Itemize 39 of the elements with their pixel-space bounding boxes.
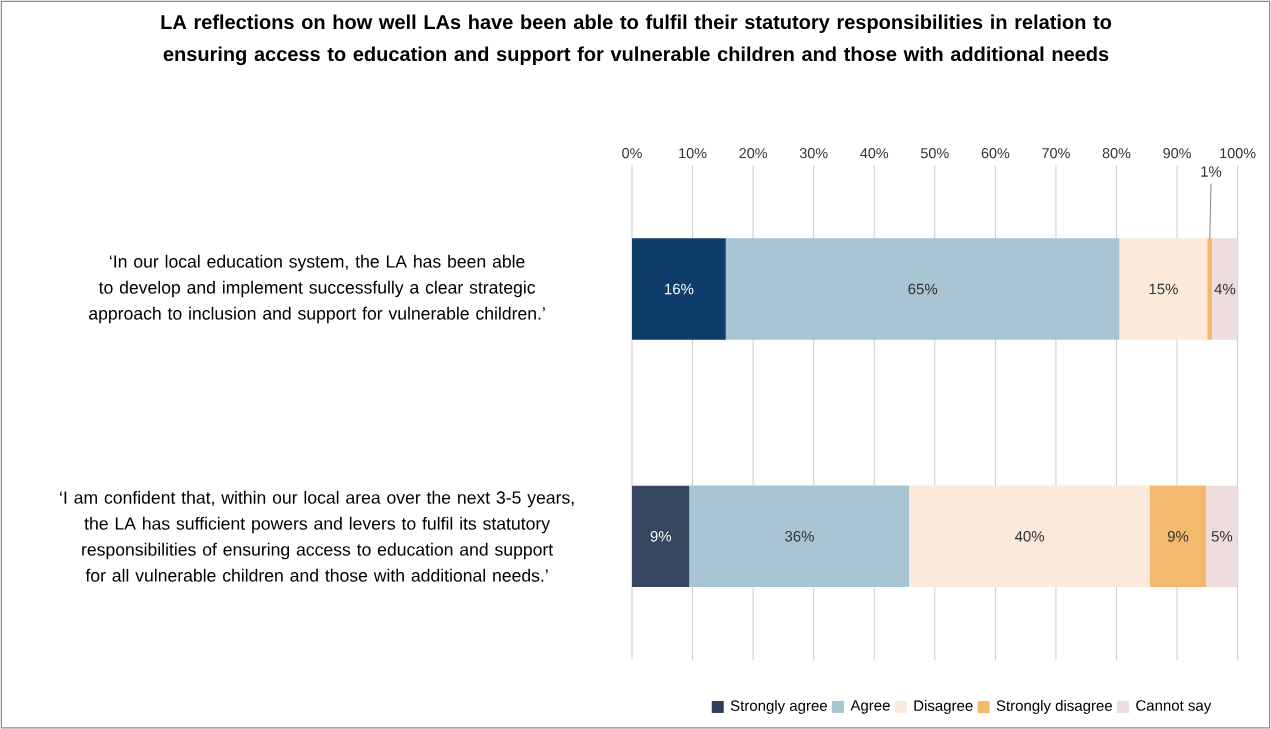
data-label: 36%	[785, 530, 814, 542]
x-tick-label: 60%	[981, 147, 1010, 159]
legend-label: Cannot say	[1136, 699, 1212, 714]
x-tick-label: 100%	[1220, 147, 1256, 159]
data-label: 5%	[1211, 530, 1233, 542]
bar	[689, 485, 910, 587]
x-tick-label: 10%	[679, 147, 707, 159]
legend-label: Strongly disagree	[996, 699, 1112, 714]
y-tick-label: ‘In our local education system, the LA has been able to develop and implement successfully a clear strategic approach to inclusion and support for vulnerable children.’	[89, 254, 545, 323]
bar	[725, 238, 1120, 340]
bar	[632, 485, 690, 587]
data-label: 65%	[908, 283, 938, 295]
bar	[1119, 238, 1208, 340]
data-label: 1%	[1201, 166, 1222, 177]
x-tick-label: 20%	[739, 147, 768, 159]
chart-title: LA reflections on how well LAs have been able to fulfil their statutory responsibilities in relation to ensuring access to education and support for vulnerable children and those with additional needs	[161, 14, 1112, 65]
legend-label: Agree	[850, 700, 890, 714]
legend-label: Strongly agree	[730, 699, 827, 714]
legend-label: Disagree	[914, 699, 973, 714]
bar	[909, 485, 1150, 587]
x-tick-label: 90%	[1163, 147, 1191, 159]
x-tick-label: 80%	[1102, 147, 1131, 159]
x-tick-label: 30%	[799, 147, 828, 159]
data-label: 16%	[665, 283, 694, 295]
x-tick-label: 40%	[860, 147, 889, 159]
data-label: 9%	[1167, 530, 1189, 542]
bar	[1207, 238, 1213, 340]
x-tick-label: 0%	[622, 147, 642, 159]
bar	[1212, 238, 1238, 340]
x-tick-label: 50%	[920, 147, 949, 159]
bar	[1206, 485, 1238, 587]
data-label: 9%	[650, 530, 672, 542]
data-label: 40%	[1014, 530, 1045, 542]
x-tick-label: 70%	[1042, 147, 1070, 159]
data-label: 15%	[1149, 283, 1178, 295]
bar	[1149, 485, 1207, 587]
bar	[632, 238, 726, 340]
data-label: 4%	[1214, 283, 1236, 295]
y-tick-label: ‘I am confident that, within our local area over the next 3-5 years, the LA has sufficient powers and levers to fulfil its statutory responsibilities of ensuring access to education and support for all vulnerable children and those with additional needs.’	[60, 490, 574, 582]
